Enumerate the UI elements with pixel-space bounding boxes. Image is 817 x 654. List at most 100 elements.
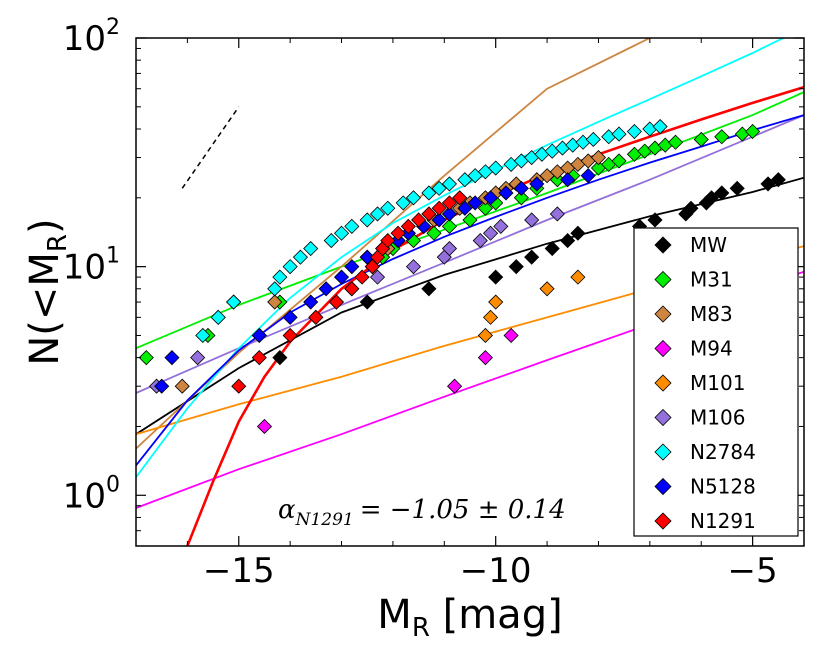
point-n2784 bbox=[333, 225, 350, 241]
point-m106 bbox=[493, 218, 509, 234]
legend-marker-n5128 bbox=[654, 477, 672, 496]
point-n5128 bbox=[154, 378, 170, 394]
point-n2784 bbox=[292, 249, 308, 265]
point-n5128 bbox=[580, 168, 596, 184]
point-n5128 bbox=[318, 281, 334, 297]
point-n1291 bbox=[441, 195, 458, 211]
fit-line-m31 bbox=[136, 91, 804, 350]
y-tick-label: 100 bbox=[63, 472, 120, 516]
point-n5128 bbox=[164, 350, 180, 366]
point-mw bbox=[647, 212, 663, 228]
point-n5128 bbox=[513, 180, 529, 196]
fit-line-n2784 bbox=[136, 38, 784, 478]
point-m31 bbox=[441, 218, 458, 234]
point-n2784 bbox=[195, 327, 211, 344]
point-n5128 bbox=[359, 249, 375, 265]
point-m94 bbox=[256, 418, 273, 435]
legend-label-m106: M106 bbox=[690, 406, 745, 430]
legend-label-m31: M31 bbox=[690, 268, 733, 292]
point-n5128 bbox=[457, 200, 473, 216]
point-m83 bbox=[590, 149, 607, 166]
point-n2784 bbox=[272, 269, 288, 285]
legend-label-mw: MW bbox=[690, 233, 727, 257]
point-n2784 bbox=[380, 200, 396, 216]
point-n2784 bbox=[226, 294, 242, 310]
point-n2784 bbox=[652, 118, 668, 135]
point-m106 bbox=[190, 350, 206, 366]
point-n5128 bbox=[467, 195, 483, 211]
legend-marker-m106 bbox=[654, 408, 672, 427]
chart-marks-layer bbox=[136, 38, 804, 546]
point-mw bbox=[683, 200, 699, 216]
point-n2784 bbox=[611, 126, 627, 142]
point-n2784 bbox=[210, 309, 226, 325]
x-tick-label: −10 bbox=[460, 551, 532, 591]
point-n2784 bbox=[359, 212, 375, 228]
point-n2784 bbox=[282, 259, 298, 275]
point-m94 bbox=[447, 378, 463, 394]
point-n2784 bbox=[601, 129, 617, 145]
point-n1291 bbox=[380, 233, 396, 249]
point-n5128 bbox=[560, 172, 576, 188]
point-n1291 bbox=[400, 218, 416, 234]
axis-ticks-layer: −15 −10 −5 100 101 102 bbox=[63, 15, 805, 591]
point-n2784 bbox=[267, 281, 283, 297]
point-n1291 bbox=[251, 350, 267, 366]
point-m94 bbox=[503, 327, 519, 344]
point-m31 bbox=[667, 134, 684, 150]
legend-label-n5128: N5128 bbox=[690, 475, 756, 499]
legend-label-m83: M83 bbox=[690, 302, 733, 326]
point-n5128 bbox=[282, 309, 298, 325]
point-mw bbox=[560, 233, 576, 249]
point-n1291 bbox=[421, 206, 437, 222]
point-m31 bbox=[477, 200, 493, 216]
point-mw bbox=[488, 269, 504, 285]
legend-label-m94: M94 bbox=[690, 337, 733, 361]
point-n2784 bbox=[431, 180, 447, 196]
point-m106 bbox=[405, 259, 422, 275]
point-n1291 bbox=[431, 200, 447, 216]
point-mw bbox=[421, 281, 437, 297]
legend-marker-n1291 bbox=[654, 512, 672, 530]
point-n2784 bbox=[369, 206, 386, 222]
legend: MW M31 M83 M94 M101 M106 N2784 N5128 N1291 bbox=[633, 227, 799, 537]
legend-marker-m31 bbox=[654, 270, 672, 289]
point-n1291 bbox=[354, 269, 370, 285]
point-n5128 bbox=[431, 212, 447, 228]
point-m31 bbox=[611, 153, 627, 169]
point-n1291 bbox=[364, 259, 380, 275]
point-n5128 bbox=[333, 269, 350, 285]
point-n2784 bbox=[303, 240, 319, 257]
plot-frame bbox=[135, 37, 805, 547]
point-m106 bbox=[441, 240, 458, 257]
reference-slope-line bbox=[181, 106, 240, 189]
point-n2784 bbox=[441, 176, 458, 192]
point-m106 bbox=[482, 225, 499, 241]
point-n1291 bbox=[452, 190, 468, 206]
x-axis-title: MR [mag] bbox=[377, 592, 562, 643]
legend-marker-m83 bbox=[654, 305, 672, 323]
point-mw bbox=[272, 350, 288, 366]
alpha-annotation: αN1291 = −1.05 ± 0.14 bbox=[278, 495, 566, 530]
point-n2784 bbox=[405, 190, 422, 206]
point-n5128 bbox=[529, 176, 545, 192]
point-m101 bbox=[570, 269, 586, 285]
point-m83 bbox=[174, 378, 190, 394]
point-m31 bbox=[714, 129, 730, 145]
legend-label-n1291: N1291 bbox=[690, 509, 756, 533]
point-n1291 bbox=[231, 378, 247, 394]
point-mw bbox=[703, 190, 720, 206]
point-n5128 bbox=[344, 259, 360, 275]
point-m106 bbox=[472, 233, 488, 249]
legend-marker-mw bbox=[654, 236, 672, 254]
point-n1291 bbox=[282, 327, 298, 344]
point-n5128 bbox=[482, 190, 499, 206]
legend-marker-m101 bbox=[654, 374, 672, 392]
point-mw bbox=[524, 249, 540, 265]
point-m94 bbox=[477, 350, 493, 366]
point-m106 bbox=[524, 212, 540, 228]
point-m31 bbox=[462, 212, 478, 228]
x-tick-label: −15 bbox=[203, 551, 275, 591]
point-n5128 bbox=[251, 327, 267, 344]
